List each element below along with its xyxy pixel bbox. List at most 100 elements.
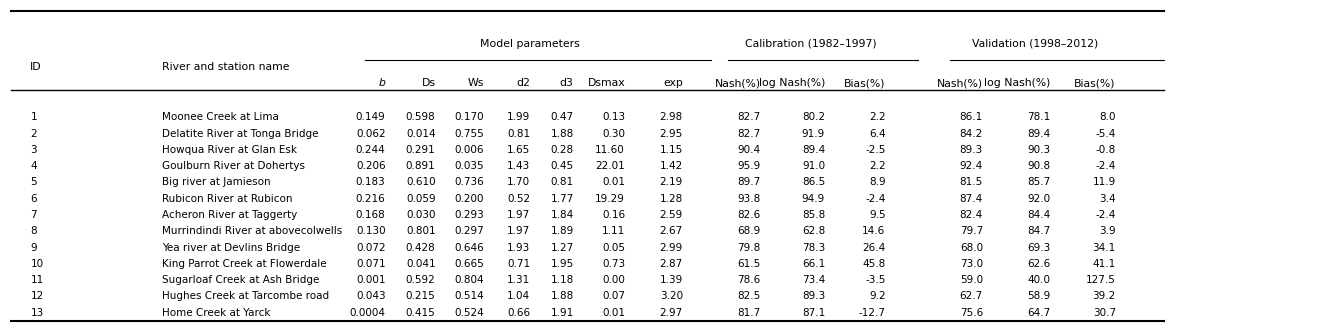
Text: 0.200: 0.200 bbox=[455, 194, 484, 204]
Text: 0.47: 0.47 bbox=[550, 112, 574, 122]
Text: 58.9: 58.9 bbox=[1027, 291, 1050, 301]
Text: 2.95: 2.95 bbox=[659, 129, 683, 139]
Text: 0.45: 0.45 bbox=[550, 161, 574, 171]
Text: 2.67: 2.67 bbox=[659, 226, 683, 236]
Text: Moonee Creek at Lima: Moonee Creek at Lima bbox=[162, 112, 279, 122]
Text: 1.77: 1.77 bbox=[550, 194, 574, 204]
Text: 90.4: 90.4 bbox=[738, 145, 760, 155]
Text: 0.0004: 0.0004 bbox=[350, 308, 385, 318]
Text: 0.00: 0.00 bbox=[602, 275, 625, 285]
Text: 8.0: 8.0 bbox=[1099, 112, 1116, 122]
Text: 73.0: 73.0 bbox=[960, 259, 983, 269]
Text: 1.97: 1.97 bbox=[508, 210, 530, 220]
Text: River and station name: River and station name bbox=[162, 62, 290, 72]
Text: 69.3: 69.3 bbox=[1027, 242, 1050, 253]
Text: 3.9: 3.9 bbox=[1099, 226, 1116, 236]
Text: 19.29: 19.29 bbox=[595, 194, 625, 204]
Text: 1.31: 1.31 bbox=[508, 275, 530, 285]
Text: 9.5: 9.5 bbox=[869, 210, 885, 220]
Text: 0.244: 0.244 bbox=[356, 145, 385, 155]
Text: 0.059: 0.059 bbox=[405, 194, 436, 204]
Text: 89.7: 89.7 bbox=[738, 177, 760, 188]
Text: 82.7: 82.7 bbox=[738, 112, 760, 122]
Text: 9: 9 bbox=[31, 242, 37, 253]
Text: 6: 6 bbox=[31, 194, 37, 204]
Text: 3.20: 3.20 bbox=[659, 291, 683, 301]
Text: 1.70: 1.70 bbox=[508, 177, 530, 188]
Text: Calibration (1982–1997): Calibration (1982–1997) bbox=[744, 39, 876, 49]
Text: 1.27: 1.27 bbox=[550, 242, 574, 253]
Text: 4: 4 bbox=[31, 161, 37, 171]
Text: 0.30: 0.30 bbox=[602, 129, 625, 139]
Text: 10: 10 bbox=[31, 259, 44, 269]
Text: 0.168: 0.168 bbox=[356, 210, 385, 220]
Text: 1.84: 1.84 bbox=[550, 210, 574, 220]
Text: 64.7: 64.7 bbox=[1027, 308, 1050, 318]
Text: 92.4: 92.4 bbox=[960, 161, 983, 171]
Text: 0.149: 0.149 bbox=[356, 112, 385, 122]
Text: 0.215: 0.215 bbox=[405, 291, 436, 301]
Text: 91.0: 91.0 bbox=[801, 161, 825, 171]
Text: 1.11: 1.11 bbox=[602, 226, 625, 236]
Text: 84.7: 84.7 bbox=[1027, 226, 1050, 236]
Text: 0.428: 0.428 bbox=[405, 242, 436, 253]
Text: 66.1: 66.1 bbox=[801, 259, 825, 269]
Text: 80.2: 80.2 bbox=[801, 112, 825, 122]
Text: 0.130: 0.130 bbox=[356, 226, 385, 236]
Text: 91.9: 91.9 bbox=[801, 129, 825, 139]
Text: 1.04: 1.04 bbox=[508, 291, 530, 301]
Text: 0.514: 0.514 bbox=[455, 291, 484, 301]
Text: Big river at Jamieson: Big river at Jamieson bbox=[162, 177, 271, 188]
Text: Nash(%): Nash(%) bbox=[937, 78, 983, 88]
Text: 0.006: 0.006 bbox=[455, 145, 484, 155]
Text: 0.81: 0.81 bbox=[508, 129, 530, 139]
Text: Acheron River at Taggerty: Acheron River at Taggerty bbox=[162, 210, 298, 220]
Text: d3: d3 bbox=[560, 78, 574, 88]
Text: log Nash(%): log Nash(%) bbox=[759, 78, 825, 88]
Text: 0.05: 0.05 bbox=[602, 242, 625, 253]
Text: 78.1: 78.1 bbox=[1027, 112, 1050, 122]
Text: 0.035: 0.035 bbox=[455, 161, 484, 171]
Text: -2.4: -2.4 bbox=[1095, 210, 1116, 220]
Text: 5: 5 bbox=[31, 177, 37, 188]
Text: King Parrot Creek at Flowerdale: King Parrot Creek at Flowerdale bbox=[162, 259, 327, 269]
Text: 0.415: 0.415 bbox=[405, 308, 436, 318]
Text: 7: 7 bbox=[31, 210, 37, 220]
Text: 86.1: 86.1 bbox=[960, 112, 983, 122]
Text: 0.66: 0.66 bbox=[508, 308, 530, 318]
Text: 90.3: 90.3 bbox=[1027, 145, 1050, 155]
Text: 62.8: 62.8 bbox=[801, 226, 825, 236]
Text: 0.183: 0.183 bbox=[356, 177, 385, 188]
Text: exp: exp bbox=[663, 78, 683, 88]
Text: -2.4: -2.4 bbox=[1095, 161, 1116, 171]
Text: 22.01: 22.01 bbox=[595, 161, 625, 171]
Text: -2.4: -2.4 bbox=[865, 194, 885, 204]
Text: 0.665: 0.665 bbox=[455, 259, 484, 269]
Text: Delatite River at Tonga Bridge: Delatite River at Tonga Bridge bbox=[162, 129, 319, 139]
Text: 40.0: 40.0 bbox=[1027, 275, 1050, 285]
Text: 0.646: 0.646 bbox=[455, 242, 484, 253]
Text: 0.072: 0.072 bbox=[356, 242, 385, 253]
Text: 68.0: 68.0 bbox=[960, 242, 983, 253]
Text: 87.1: 87.1 bbox=[801, 308, 825, 318]
Text: 0.297: 0.297 bbox=[455, 226, 484, 236]
Text: 85.8: 85.8 bbox=[801, 210, 825, 220]
Text: 2.97: 2.97 bbox=[659, 308, 683, 318]
Text: Murrindindi River at abovecolwells: Murrindindi River at abovecolwells bbox=[162, 226, 342, 236]
Text: 1.88: 1.88 bbox=[550, 291, 574, 301]
Text: Validation (1998–2012): Validation (1998–2012) bbox=[973, 39, 1099, 49]
Text: 11: 11 bbox=[31, 275, 44, 285]
Text: Howqua River at Glan Esk: Howqua River at Glan Esk bbox=[162, 145, 296, 155]
Text: -12.7: -12.7 bbox=[859, 308, 885, 318]
Text: 0.014: 0.014 bbox=[405, 129, 436, 139]
Text: 0.01: 0.01 bbox=[602, 177, 625, 188]
Text: 84.4: 84.4 bbox=[1027, 210, 1050, 220]
Text: log Nash(%): log Nash(%) bbox=[983, 78, 1050, 88]
Text: Model parameters: Model parameters bbox=[480, 39, 581, 49]
Text: 0.81: 0.81 bbox=[550, 177, 574, 188]
Text: 0.01: 0.01 bbox=[602, 308, 625, 318]
Text: 1.65: 1.65 bbox=[508, 145, 530, 155]
Text: 0.891: 0.891 bbox=[405, 161, 436, 171]
Text: 2.19: 2.19 bbox=[659, 177, 683, 188]
Text: 30.7: 30.7 bbox=[1092, 308, 1116, 318]
